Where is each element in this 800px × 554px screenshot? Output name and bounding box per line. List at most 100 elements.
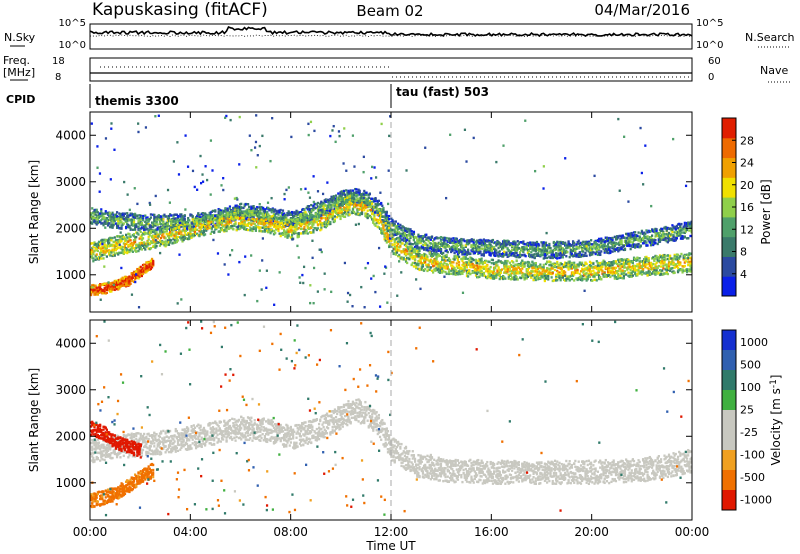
- power-cell: [442, 242, 445, 245]
- power-cell: [409, 229, 412, 233]
- power-cell: [280, 211, 283, 215]
- power-cell: [176, 216, 180, 220]
- power-cell: [147, 220, 150, 223]
- power-cell: [126, 216, 129, 220]
- power-cell: [155, 231, 158, 234]
- power-cell: [139, 223, 142, 226]
- power-cell: [398, 249, 401, 252]
- power-cell: [156, 228, 159, 231]
- power-cell: [360, 195, 364, 199]
- power-cell: [391, 232, 394, 235]
- power-cell: [206, 220, 209, 224]
- power-cell: [450, 250, 453, 254]
- power-cell: [95, 210, 98, 213]
- power-cell: [348, 213, 351, 216]
- power-cell: [403, 229, 406, 232]
- power-cell: [99, 214, 102, 217]
- power-cell: [377, 221, 381, 225]
- power-cell: [204, 219, 207, 223]
- power-cell: [461, 247, 464, 250]
- power-cell: [286, 212, 289, 216]
- power-cell: [387, 217, 391, 221]
- power-cell: [180, 217, 183, 220]
- power-cell: [615, 242, 619, 246]
- power-cell: [123, 251, 127, 254]
- power-cell: [180, 213, 183, 217]
- power-cell: [543, 246, 546, 249]
- power-cell: [404, 227, 408, 230]
- power-cell: [152, 223, 155, 227]
- power-cell: [327, 200, 330, 203]
- power-cell: [189, 227, 192, 231]
- power-cell: [568, 255, 571, 259]
- power-cell: [314, 202, 317, 206]
- power-cell: [129, 239, 132, 242]
- power-cell: [403, 239, 406, 242]
- power-cell: [138, 222, 141, 226]
- power-cell: [146, 216, 149, 219]
- power-cell: [671, 230, 674, 234]
- power-cell: [382, 219, 385, 222]
- power-cell: [94, 216, 97, 220]
- power-cell: [404, 236, 408, 240]
- power-cell: [468, 252, 471, 255]
- power-cell: [261, 230, 264, 233]
- power-cell: [391, 224, 394, 227]
- power-cell: [219, 209, 223, 212]
- power-cell: [264, 220, 268, 224]
- power-cell: [391, 250, 394, 253]
- power-cell: [381, 215, 384, 218]
- power-cell: [358, 193, 361, 196]
- power-cell: [93, 209, 96, 213]
- power-cell: [176, 239, 180, 242]
- power-cell: [271, 208, 274, 211]
- power-cell: [207, 226, 210, 229]
- power-cell: [180, 225, 183, 228]
- power-cell: [546, 249, 549, 253]
- power-cell: [242, 210, 245, 213]
- power-cell: [191, 215, 194, 218]
- power-cell: [654, 241, 657, 245]
- power-cell: [464, 253, 467, 256]
- power-cell: [348, 190, 351, 194]
- power-cell: [346, 191, 349, 195]
- power-cell: [205, 225, 208, 228]
- power-cell: [150, 229, 154, 232]
- power-cell: [252, 205, 255, 208]
- power-cell: [424, 261, 427, 264]
- power-cell: [444, 242, 447, 246]
- power-cell: [451, 239, 454, 243]
- power-cell: [318, 213, 321, 217]
- power-cell: [164, 225, 167, 229]
- power-cell: [499, 253, 502, 256]
- power-cell: [273, 215, 277, 218]
- power-cell: [272, 209, 276, 212]
- power-cell: [496, 241, 499, 244]
- power-cell: [433, 244, 436, 248]
- power-cell: [176, 215, 180, 218]
- power-cell: [250, 205, 253, 208]
- power-cell: [328, 199, 331, 203]
- power-cell: [356, 197, 359, 200]
- power-cell: [420, 245, 423, 248]
- power-cell: [156, 226, 159, 229]
- power-cell: [391, 222, 394, 225]
- power-cell: [96, 211, 99, 214]
- power-cell: [266, 221, 269, 225]
- power-cell: [471, 247, 474, 251]
- power-cell: [384, 222, 387, 225]
- power-cell: [366, 202, 369, 205]
- power-cell: [636, 234, 639, 238]
- freq-tick-high: 18: [52, 56, 65, 67]
- power-cell: [342, 201, 346, 204]
- power-cell: [332, 195, 335, 198]
- power-cell: [515, 251, 518, 255]
- power-cell: [407, 228, 410, 231]
- power-cell: [109, 225, 112, 229]
- power-cell: [503, 240, 506, 244]
- power-cell: [251, 209, 254, 213]
- power-cell: [166, 217, 169, 221]
- power-cell: [450, 246, 453, 249]
- power-cell: [360, 209, 364, 212]
- power-cell: [175, 213, 178, 216]
